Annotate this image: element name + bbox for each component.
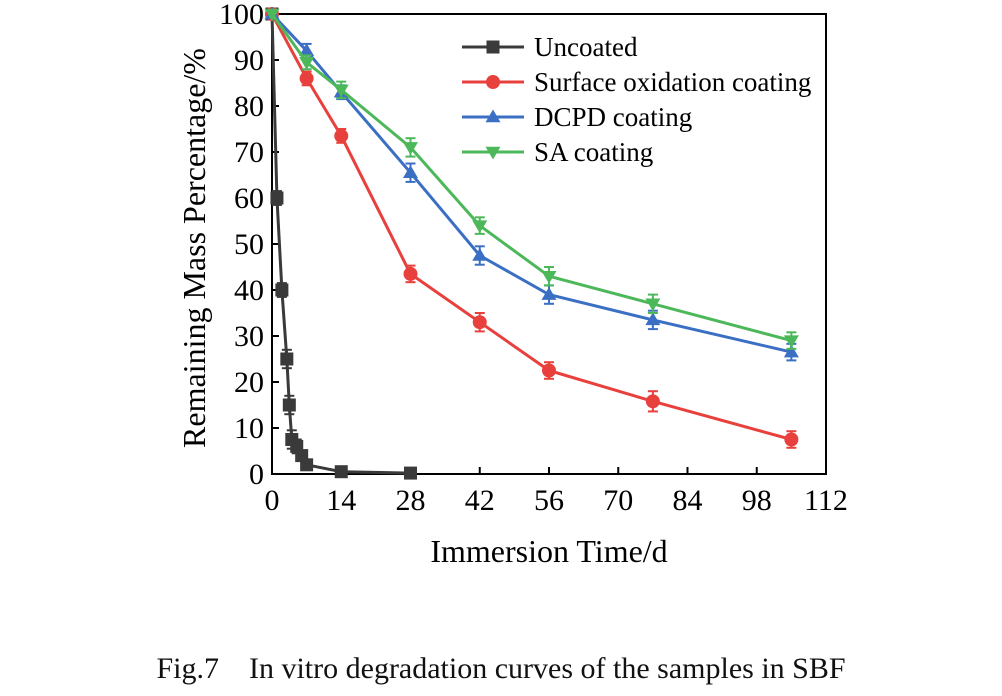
data-point [299,71,314,86]
x-tick-label: 42 [465,484,495,517]
y-tick-label: 90 [234,44,264,77]
y-axis-title: Remaining Mass Percentage/% [176,48,212,448]
series-line [270,13,792,441]
x-tick-label: 56 [534,484,564,517]
x-axis-title: Immersion Time/d [430,533,667,569]
y-tick-label: 20 [234,366,264,399]
y-tick-label: 100 [219,0,264,31]
data-point [783,344,799,358]
data-point [472,248,488,261]
data-point [404,466,417,480]
legend-label: DCPD coating [534,102,692,132]
data-point [334,465,348,479]
series-sa-coating [264,8,799,350]
data-point [542,363,556,378]
data-point [270,191,284,205]
legend-label: Uncoated [534,32,638,62]
y-tick-label: 40 [234,274,264,307]
data-point [645,394,660,409]
x-tick-label: 0 [265,484,280,517]
x-tick-label: 28 [396,484,426,517]
data-point [645,312,661,326]
data-point [275,283,289,297]
legend-marker [485,109,501,123]
series-line [270,12,792,354]
y-tick-label: 80 [234,90,264,123]
x-tick-label: 14 [326,484,356,517]
y-tick-label: 30 [234,320,264,353]
data-point [280,352,294,366]
series-line [270,13,792,343]
data-point [264,8,280,22]
x-tick-label: 112 [804,484,848,517]
data-point [334,128,349,143]
data-point [282,398,296,412]
data-point [472,315,487,330]
data-point [403,266,418,281]
x-tick-label: 70 [603,484,633,517]
data-point [541,270,557,284]
y-tick-label: 50 [234,228,264,261]
degradation-chart: 0 14 28 42 56 70 84 98 112 0 10 20 30 40 50 60 70 80 90 100… [176,0,848,569]
y-tick-label: 10 [234,412,264,445]
legend: Uncoated Surface oxidation coating DCPD co… [462,32,811,167]
series-surface-oxidation-coating [265,7,799,449]
legend-marker [486,40,500,54]
legend-marker [485,146,501,160]
data-point [299,57,315,70]
y-tick-label: 0 [249,458,264,491]
data-point [403,165,418,178]
data-point [300,458,314,472]
x-tick-label: 98 [742,484,772,517]
data-point [299,43,315,57]
data-point [472,220,488,234]
legend-label: Surface oxidation coating [534,67,811,97]
data-point [333,84,349,98]
figure-caption: Fig.7 In vitro degradation curves of the… [156,652,846,685]
legend-marker [486,75,500,89]
y-tick-label: 60 [234,182,264,215]
data-point [645,298,661,312]
series-dcpd-coating [264,6,799,362]
legend-label: SA coating [534,137,653,167]
data-point [784,432,799,447]
data-point [783,335,799,349]
y-tick-label: 70 [234,136,264,169]
x-tick-label: 84 [673,484,703,517]
data-point [403,142,418,155]
data-point [541,287,557,300]
